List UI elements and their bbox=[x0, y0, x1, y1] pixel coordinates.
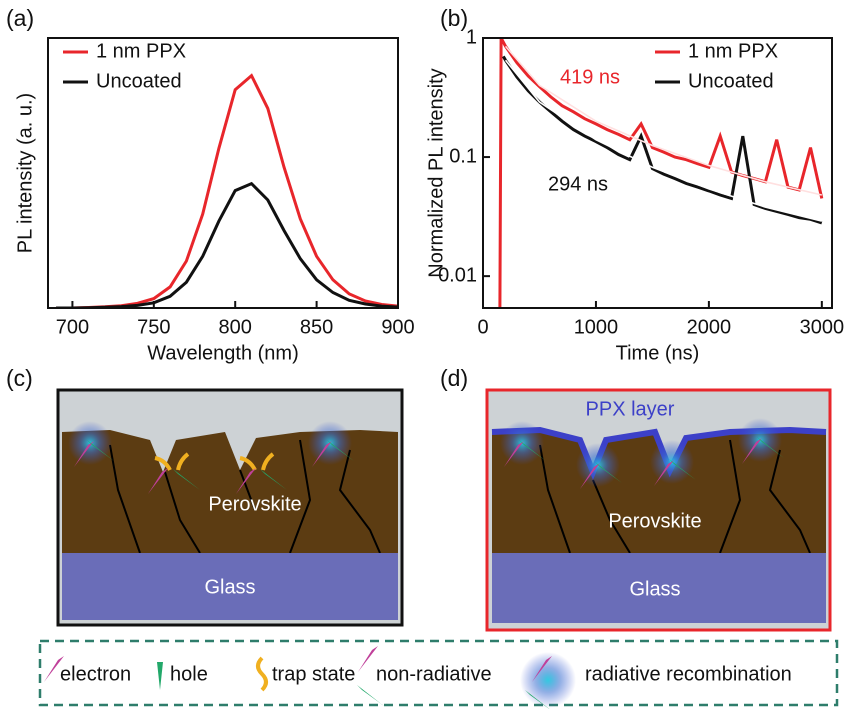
x-tick-label: 0 bbox=[477, 316, 488, 338]
legend-text: hole bbox=[170, 663, 208, 685]
panel-label: (b) bbox=[440, 5, 468, 31]
layer-label: Perovskite bbox=[608, 510, 701, 532]
fit-line bbox=[504, 45, 822, 196]
crack bbox=[109, 439, 381, 554]
glass bbox=[62, 553, 398, 620]
x-tick-label: 900 bbox=[381, 316, 414, 338]
legend-label: 1 nm PPX bbox=[688, 40, 778, 62]
substrate-label: Glass bbox=[629, 578, 680, 600]
legend-frame bbox=[38, 639, 839, 707]
y-tick-label: 0.01 bbox=[438, 264, 477, 286]
x-tick-label: 700 bbox=[56, 316, 89, 338]
perovskite bbox=[492, 430, 826, 553]
plot-area bbox=[56, 73, 398, 308]
legend-text: trap state bbox=[272, 663, 355, 685]
x-tick-label: 2000 bbox=[687, 316, 732, 338]
substrate-label: Glass bbox=[204, 576, 255, 598]
crack bbox=[539, 439, 811, 554]
trap bbox=[154, 452, 190, 471]
annotation: 419 ns bbox=[560, 66, 620, 88]
series-line bbox=[56, 181, 398, 308]
panel-label: (c) bbox=[6, 365, 33, 391]
fit-line bbox=[504, 59, 822, 222]
legend-label: 1 nm PPX bbox=[96, 40, 186, 62]
legend-text: non-radiative bbox=[376, 663, 492, 685]
y-tick-label: 0.1 bbox=[449, 145, 477, 167]
x-axis-label: Time (ns) bbox=[616, 342, 700, 364]
x-tick-label: 800 bbox=[219, 316, 252, 338]
x-tick-label: 750 bbox=[137, 316, 170, 338]
perovskite bbox=[62, 430, 398, 553]
x-axis-label: Wavelength (nm) bbox=[147, 342, 299, 364]
y-axis-label: Normalized PL intensity bbox=[425, 68, 447, 277]
series-line bbox=[56, 73, 398, 308]
symbol-legend: electron hole trap state non-radiative r… bbox=[38, 639, 839, 709]
legend-text: electron bbox=[60, 663, 131, 685]
legend-label: Uncoated bbox=[96, 70, 182, 92]
panel-label: (d) bbox=[440, 365, 468, 391]
annotation: 294 ns bbox=[548, 173, 608, 195]
icon bbox=[157, 662, 163, 690]
layer-label: Perovskite bbox=[208, 493, 301, 515]
legend-text: radiative recombination bbox=[585, 663, 792, 685]
x-tick-label: 3000 bbox=[800, 316, 845, 338]
axes-frame bbox=[47, 37, 399, 309]
legend-label: Uncoated bbox=[688, 70, 774, 92]
diagram-c: (c) Perovskite Glass bbox=[6, 365, 404, 627]
y-axis-label: PL intensity (a. u.) bbox=[14, 93, 36, 253]
axes-frame bbox=[482, 37, 833, 309]
x-tick-label: 850 bbox=[300, 316, 333, 338]
panel-label: (a) bbox=[6, 5, 34, 31]
icon bbox=[256, 656, 268, 692]
coating-label: PPX layer bbox=[586, 398, 675, 420]
glow bbox=[520, 652, 576, 708]
glass bbox=[492, 553, 826, 623]
trap bbox=[239, 452, 275, 471]
y-tick-label: 1 bbox=[466, 26, 477, 48]
plot-area bbox=[498, 38, 824, 308]
diagram-d: (d) PPX layer Perovskite Glass bbox=[440, 365, 832, 632]
x-tick-label: 1000 bbox=[574, 316, 619, 338]
series-line bbox=[502, 55, 823, 225]
